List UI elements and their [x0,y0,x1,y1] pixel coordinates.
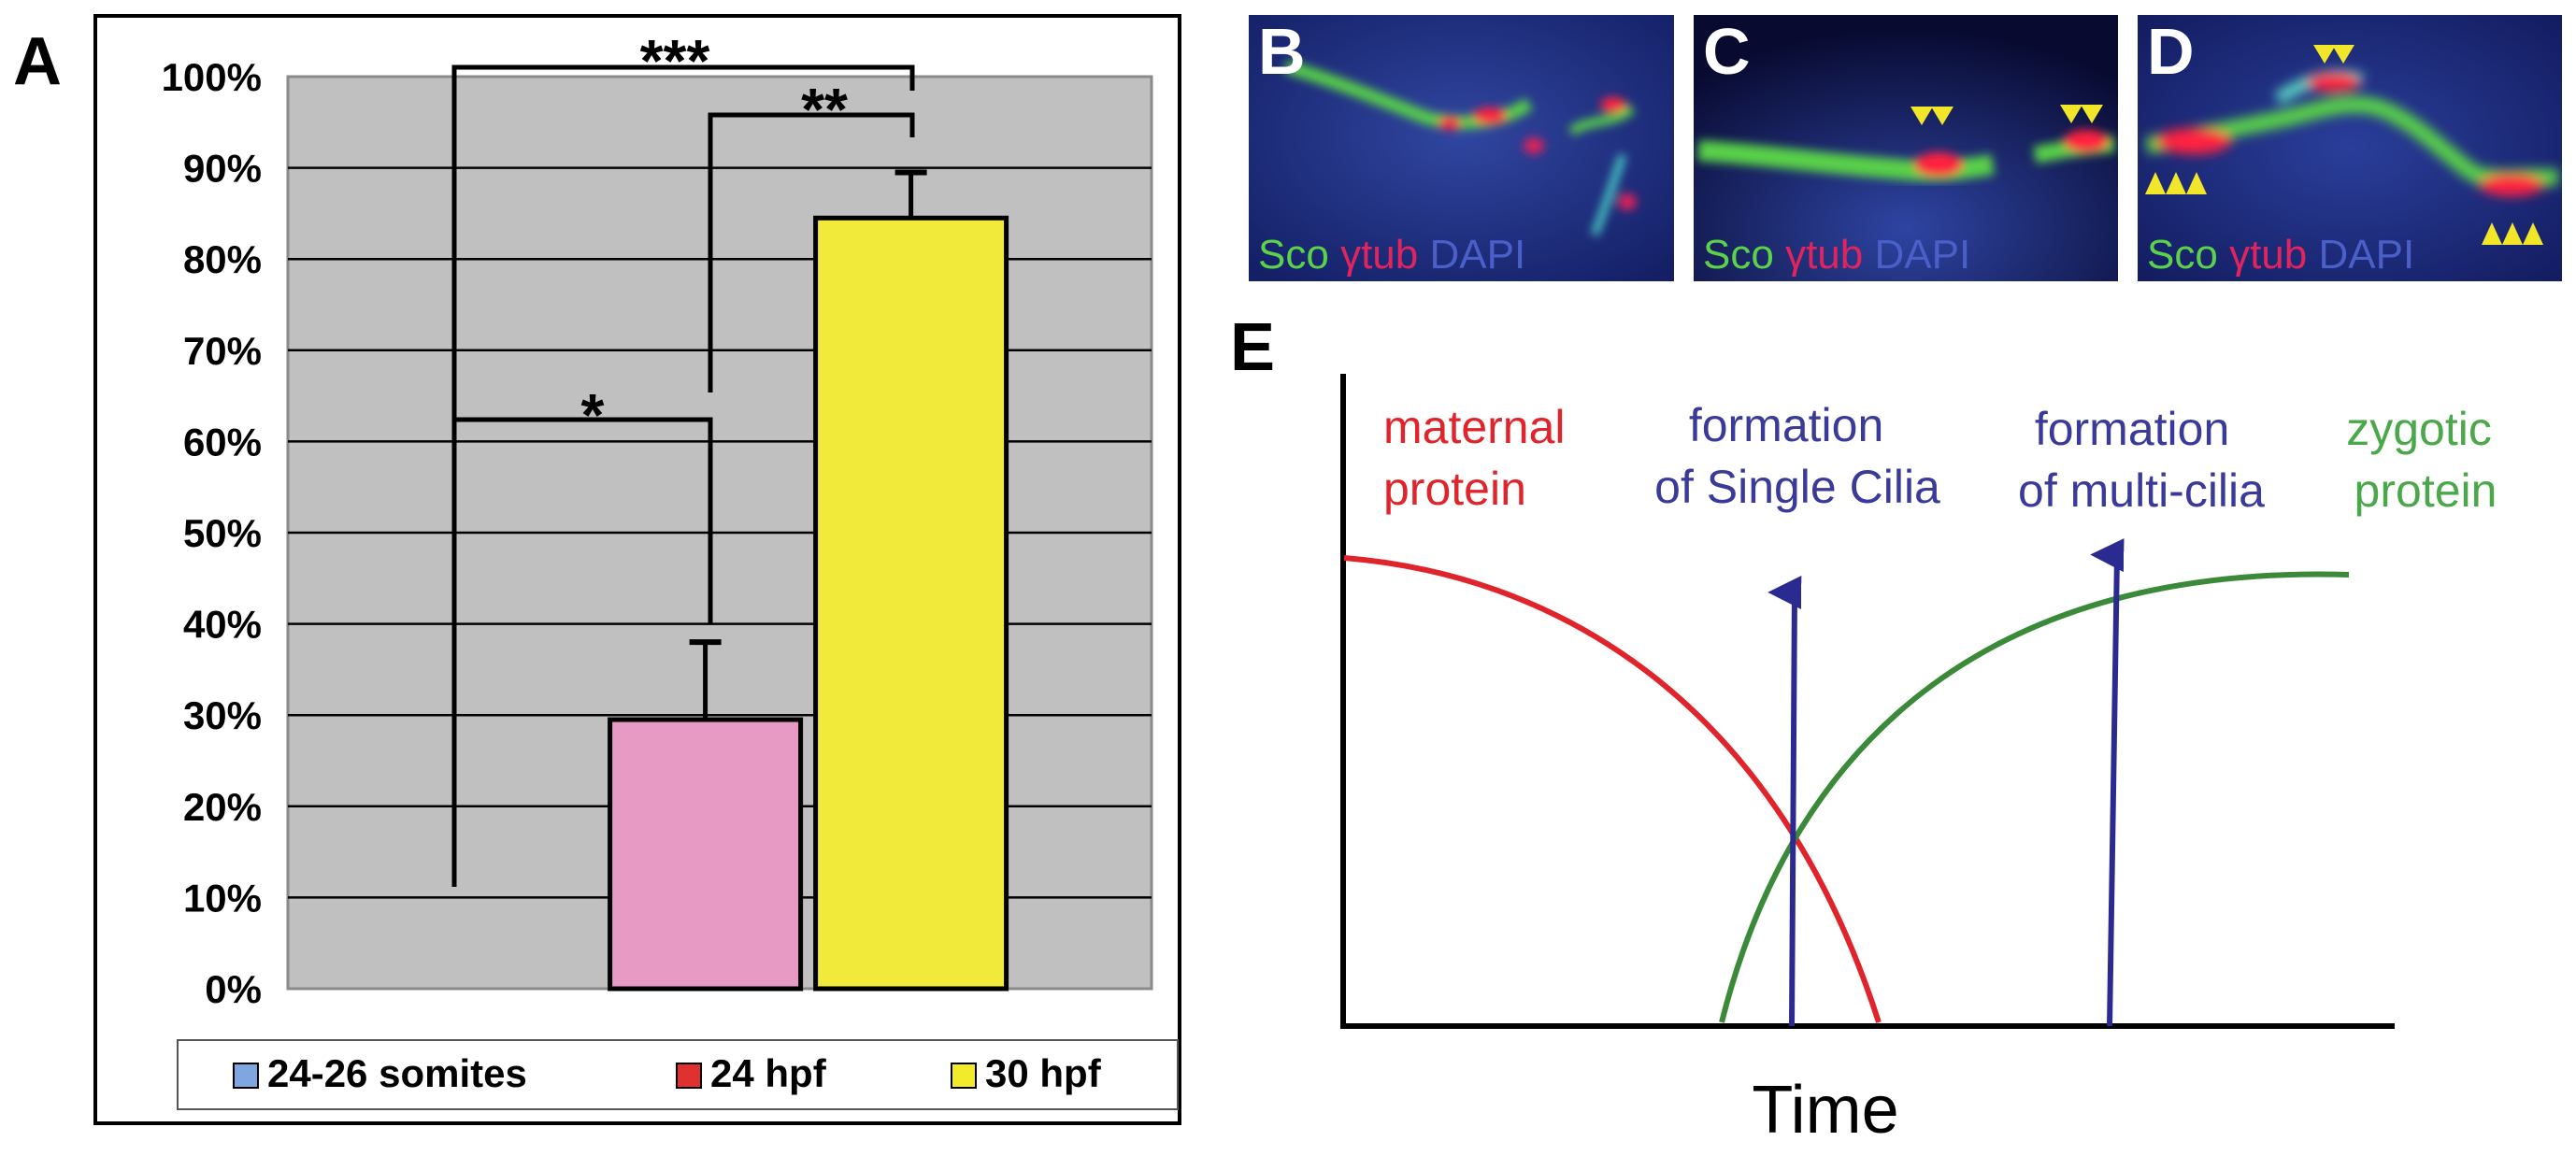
maternal-protein-curve [1343,555,1882,1023]
stain-sco: Sco [2147,232,2218,278]
panel-e-schematic: maternal protein formation of Single Cil… [1340,374,2505,1148]
y-tick-label: 90% [183,147,262,191]
label-single-cilia: formation of Single Cilia [1654,399,1940,513]
y-tick-label: 80% [183,237,262,281]
micrograph-d-image [2138,15,2562,281]
y-tick-labels: 0% 10% 20% 30% 40% 50% 60% 70% 80% 90% 100% [162,55,262,1011]
arrowhead-markers [2145,45,2543,245]
error-bars [689,169,927,721]
y-tick-label: 50% [183,511,262,555]
y-tick-label: 60% [183,420,262,464]
significance-brackets: *** ** * [451,27,915,887]
legend-label-30hpf: 30 hpf [985,1051,1102,1095]
stain-dapi: DAPI [1874,232,1971,278]
y-tick-label: 10% [183,876,262,920]
micrograph-c: C Sco γtub DAPI [1694,15,2118,281]
y-tick-label: 20% [183,785,262,829]
panel-a-letter: A [13,24,62,99]
multi-cilia-arrow [2090,538,2125,1027]
bar-1 [608,717,804,992]
stain-gamma-tub: γtub [1785,232,1864,278]
legend-swatch-24hpf [676,1063,702,1089]
micrograph-c-image [1694,15,2118,281]
y-tick-label: 40% [183,603,262,647]
micrograph-b-stain: Sco γtub DAPI [1258,235,1525,276]
y-tick-label: 100% [162,55,262,99]
stain-sco: Sco [1703,232,1774,278]
label-maternal-protein: maternal protein [1383,401,1578,515]
legend-swatch-somites [233,1063,259,1089]
panel-e-letter: E [1230,310,1276,385]
stain-dapi: DAPI [2318,232,2415,278]
micrograph-d: D Sco γtub DAPI [2138,15,2562,281]
micrograph-d-stain: Sco γtub DAPI [2147,235,2414,276]
stain-gamma-tub: γtub [2229,232,2308,278]
micrograph-c-stain: Sco γtub DAPI [1703,235,1970,276]
legend-swatch-30hpf [951,1063,977,1089]
legend: 24-26 somites 24 hpf 30 hpf [177,1039,1179,1110]
bars [608,215,1009,992]
y-tick-label: 0% [205,967,262,1011]
label-zygotic-protein: zygotic protein [2346,403,2505,517]
zygotic-protein-curve [1719,571,2350,1023]
micrograph-d-letter: D [2147,15,2195,88]
panel-a-bar-chart: 0%10%20%30%40%50%60%70%80%90%100% *** **… [93,14,1181,1125]
y-tick-label: 30% [183,693,262,737]
stain-dapi: DAPI [1429,232,1526,278]
label-multi-cilia: formation of multi-cilia [2018,403,2265,517]
bar-2 [813,215,1009,992]
legend-label-24hpf: 24 hpf [710,1051,827,1095]
y-tick-label: 70% [183,329,262,373]
arrowhead-markers [1911,105,2103,125]
stain-gamma-tub: γtub [1340,232,1419,278]
legend-label-somites: 24-26 somites [267,1051,527,1095]
x-axis-label: Time [1752,1073,1898,1148]
micrograph-b-image [1249,15,1674,281]
micrograph-b: B Sco γtub DAPI [1249,15,1674,281]
single-cilia-arrow [1767,576,1802,1027]
stain-sco: Sco [1258,232,1329,278]
micrograph-b-letter: B [1258,15,1306,88]
micrograph-c-letter: C [1703,15,1751,88]
significance-label-1star: * [581,381,605,449]
significance-label-3star: *** [640,27,710,94]
significance-label-2star: ** [801,76,848,143]
